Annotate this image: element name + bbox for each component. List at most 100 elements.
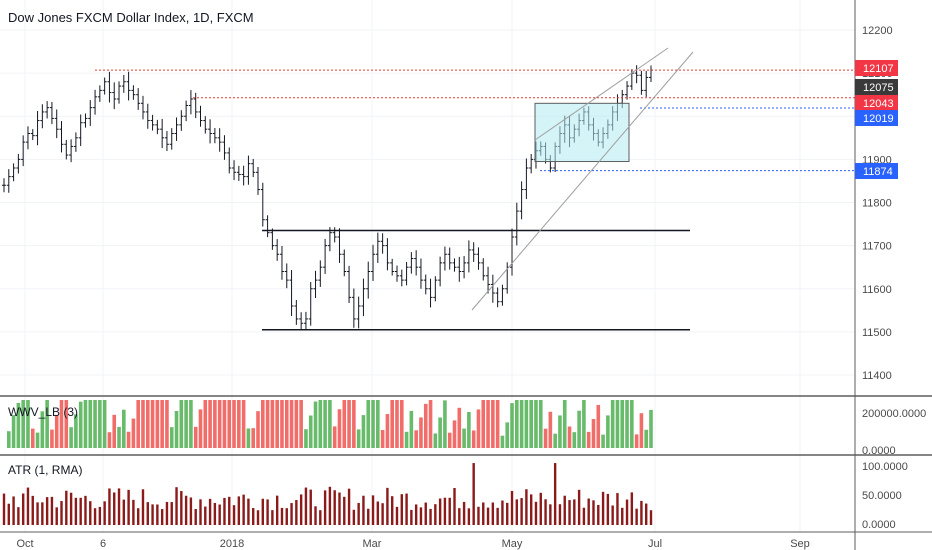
price-bar (227, 147, 232, 174)
price-bar (169, 128, 174, 150)
price-bar (40, 104, 45, 129)
time-axis[interactable]: Oct 6 2018 Mar May Jul Sep (16, 538, 809, 550)
wwv-bar (122, 409, 126, 448)
atr-bar (630, 492, 634, 525)
wwv-bar (6, 431, 11, 448)
price-badge: 12043 (855, 95, 898, 111)
wwv-bar (596, 404, 601, 448)
price-bar (438, 256, 443, 287)
price-bar (342, 249, 347, 277)
wwv-bar (361, 415, 366, 448)
wwv-bar (155, 400, 160, 448)
wwv-bar (174, 410, 179, 448)
wwv-bar (534, 400, 538, 448)
wwv-bar (606, 415, 610, 448)
wwv-bar (515, 400, 519, 448)
price-bar (30, 129, 35, 141)
price-bar (203, 116, 208, 134)
price-pane (2, 65, 653, 331)
price-tick-label: 12200 (862, 25, 893, 37)
price-bar (188, 90, 193, 115)
price-bar (644, 70, 649, 97)
wwv-bar (543, 428, 548, 448)
price-bar (155, 119, 160, 135)
price-bar (279, 245, 284, 280)
wwv-bar (500, 435, 505, 448)
chart-title: Dow Jones FXCM Dollar Index, 1D, FXCM (8, 10, 254, 25)
wwv-label: WWV_LB (3) (8, 405, 78, 419)
time-tick-label: 6 (100, 538, 106, 550)
wwv-bar (112, 414, 117, 448)
price-bar (131, 85, 136, 100)
wwv-bar (586, 431, 591, 448)
atr-bar (582, 507, 586, 525)
wwv-bar (280, 400, 284, 448)
wwv-bar (615, 400, 620, 448)
trendline-lower[interactable] (471, 51, 694, 311)
atr-bar (506, 502, 509, 525)
wwv-bar (601, 434, 605, 448)
atr-bar (175, 487, 178, 525)
price-bar (25, 126, 30, 150)
atr-bar (367, 508, 370, 525)
wwv-bar (380, 430, 385, 448)
price-bar (394, 265, 399, 282)
wwv-bar (299, 400, 303, 448)
atr-bar (616, 493, 619, 525)
svg-text:12107: 12107 (863, 63, 894, 75)
atr-bar (601, 491, 605, 525)
atr-label: ATR (1, RMA) (8, 463, 82, 477)
price-bar (514, 202, 519, 246)
price-bar (208, 119, 213, 144)
price-bar (299, 312, 304, 330)
wwv-bar (227, 400, 232, 448)
atr-bar (31, 495, 34, 525)
wwv-bar (26, 400, 30, 448)
wwv-bar (304, 429, 308, 448)
wwv-bar (78, 401, 83, 448)
price-tick-label: 11700 (862, 241, 892, 253)
atr-bar (649, 510, 653, 525)
atr-bar (65, 490, 68, 525)
price-bar (625, 81, 630, 100)
atr-bar (228, 496, 231, 525)
atr-bar (410, 509, 413, 525)
wwv-bar (98, 400, 102, 448)
atr-bar (573, 499, 576, 525)
atr-bar (625, 499, 629, 525)
atr-bar (635, 508, 638, 525)
atr-bar (184, 495, 188, 525)
trendline-upper[interactable] (534, 47, 669, 141)
atr-bar (362, 495, 365, 525)
wwv-bar (136, 400, 140, 448)
wwv-bar (284, 400, 289, 448)
price-bar (428, 278, 433, 308)
atr-bar (223, 497, 226, 525)
price-bar (639, 70, 644, 95)
wwv-bar (491, 400, 495, 448)
atr-bar (2, 493, 6, 525)
price-bar (529, 154, 534, 174)
atr-bar (347, 488, 351, 525)
wwv-bar (476, 409, 481, 448)
atr-bar (453, 487, 456, 525)
wwv-bar (160, 400, 164, 448)
atr-bar (553, 463, 557, 525)
atr-bar (395, 506, 399, 525)
price-bar (2, 178, 6, 193)
price-bar (256, 166, 261, 195)
atr-bar (405, 493, 408, 525)
atr-bar (256, 510, 260, 525)
atr-bar (314, 506, 317, 525)
wwv-bar (567, 426, 572, 448)
wwv-bar (246, 428, 251, 448)
price-tick-label: 11400 (862, 370, 892, 382)
wwv-bar (50, 429, 54, 448)
range-rectangle[interactable] (534, 102, 630, 163)
price-bar (418, 258, 423, 289)
atr-bar (539, 492, 542, 525)
atr-bar (17, 507, 20, 525)
atr-bar (204, 506, 207, 525)
price-bar (193, 92, 198, 119)
price-bar (97, 85, 102, 102)
